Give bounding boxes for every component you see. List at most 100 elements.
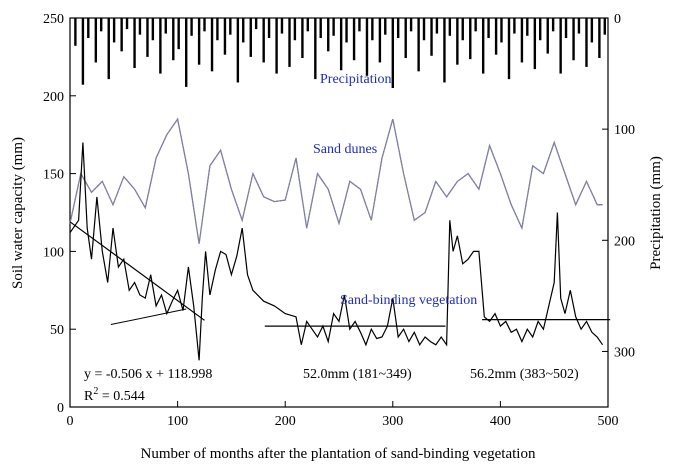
precipitation-bar <box>365 18 369 76</box>
precipitation-bar <box>249 18 252 57</box>
precipitation-bar <box>546 18 549 54</box>
y-left-tick-label: 0 <box>57 401 64 416</box>
precipitation-bar <box>474 18 477 32</box>
precipitation-bar <box>159 18 162 74</box>
precipitation-bar <box>293 18 297 41</box>
precipitation-bar <box>339 18 343 71</box>
y-left-tick-label: 50 <box>50 323 64 338</box>
vegetation-label: Sand-binding vegetation <box>340 293 477 308</box>
precipitation-bar <box>564 18 568 39</box>
precipitation-bar <box>185 18 188 87</box>
precipitation-bar <box>396 18 400 39</box>
precipitation-bar <box>210 18 214 72</box>
precipitation-bar <box>120 18 123 52</box>
precipitation-bar <box>332 18 335 36</box>
precipitation-bar <box>435 18 439 34</box>
sand-binding-vegetation-line <box>69 142 604 361</box>
sand-dunes-label: Sand dunes <box>313 142 377 157</box>
regression-equation: y = -0.506 x + 118.998 <box>84 367 212 382</box>
precipitation-bar <box>598 18 601 59</box>
precipitation-bar <box>151 18 155 41</box>
precipitation-bar <box>172 18 175 61</box>
precipitation-bar <box>87 18 90 39</box>
x-tick-label: 300 <box>382 414 403 429</box>
precipitation-bar <box>391 18 394 89</box>
precipitation-bar <box>551 18 555 32</box>
y-right-tick-label: 200 <box>614 234 635 249</box>
y-axis-left-label: Soil water capacity (mm) <box>10 137 26 289</box>
precipitation-bar <box>384 18 387 35</box>
precipitation-bar <box>125 18 129 30</box>
x-tick-label: 400 <box>490 414 511 429</box>
precipitation-bar <box>371 18 374 41</box>
precipitation-bar <box>223 18 227 55</box>
precipitation-bar <box>301 18 304 59</box>
y-right-tick-label: 0 <box>614 12 621 27</box>
precipitation-bar <box>469 18 472 60</box>
precipitation-bar <box>559 18 562 74</box>
mean-label-2: 56.2mm (383~502) <box>470 367 579 382</box>
precipitation-bar <box>590 18 594 43</box>
precipitation-bar <box>352 18 356 61</box>
precipitation-bar <box>378 18 382 63</box>
r-squared-value: = 0.544 <box>98 389 144 404</box>
precipitation-bar <box>254 18 258 30</box>
precipitation-bar <box>513 18 516 34</box>
sand-dunes-smoothed-line <box>69 117 603 244</box>
precipitation-bar <box>319 18 322 39</box>
precipitation-bar <box>280 18 284 34</box>
precipitation-bar <box>177 18 180 50</box>
precipitation-bar <box>409 18 413 32</box>
precipitation-bar <box>242 18 245 43</box>
precipitation-bar <box>404 18 407 59</box>
precipitation-bar <box>422 18 426 41</box>
precipitation-bar <box>203 18 206 32</box>
r-squared-label: R <box>84 389 94 404</box>
y-left-tick-label: 200 <box>43 90 64 105</box>
precipitation-bar <box>236 18 240 83</box>
precipitation-bar <box>138 18 142 35</box>
precipitation-bar <box>572 18 575 61</box>
precipitation-bar <box>267 18 271 39</box>
precipitation-bar <box>100 18 103 32</box>
precipitation-bar <box>74 18 77 46</box>
precipitation-bar <box>456 18 459 65</box>
precipitation-bar <box>262 18 265 63</box>
precipitation-bar <box>288 18 291 67</box>
precipitation-bar <box>520 18 524 63</box>
precipitation-bar <box>507 18 511 80</box>
precipitation-bar <box>443 18 446 83</box>
precipitation-bar <box>417 18 420 72</box>
precipitation-bar <box>306 18 309 32</box>
precipitation-bar <box>216 18 219 41</box>
precipitation-bar <box>81 18 85 85</box>
plot-frame <box>69 17 609 408</box>
precipitation-bar <box>603 18 606 35</box>
precipitation-bar <box>190 18 193 36</box>
precipitation-bar <box>358 18 361 32</box>
r-squared-sup: 2 <box>93 386 98 397</box>
precipitation-bar <box>500 18 503 43</box>
precipitation-bar <box>112 18 116 43</box>
y-axis-right-label: Precipitation (mm) <box>648 156 664 270</box>
x-tick-label: 0 <box>67 414 74 429</box>
precipitation-bar <box>585 18 588 67</box>
y-right-tick-label: 300 <box>614 345 635 360</box>
x-tick-label: 200 <box>275 414 296 429</box>
x-axis-label: Number of months after the plantation of… <box>141 446 536 462</box>
precipitation-bar <box>107 18 110 80</box>
mean-label-1: 52.0mm (181~349) <box>303 367 412 382</box>
precipitation-bar <box>533 18 537 70</box>
y-right-tick-label: 100 <box>614 123 635 138</box>
precipitation-bar <box>577 18 581 34</box>
precipitation-bar <box>448 18 452 36</box>
precipitation-bar <box>275 18 278 74</box>
y-left-tick-label: 250 <box>43 12 64 27</box>
precipitation-bar <box>146 18 149 57</box>
plot-area: 0 100 200 300 400 500 0 50 100 150 200 250 0 100 200 30… <box>43 12 635 429</box>
precipitation-bar <box>133 18 136 69</box>
x-tick-label: 500 <box>598 414 619 429</box>
regression-fit-line <box>69 221 205 321</box>
precipitation-bar <box>494 18 498 55</box>
